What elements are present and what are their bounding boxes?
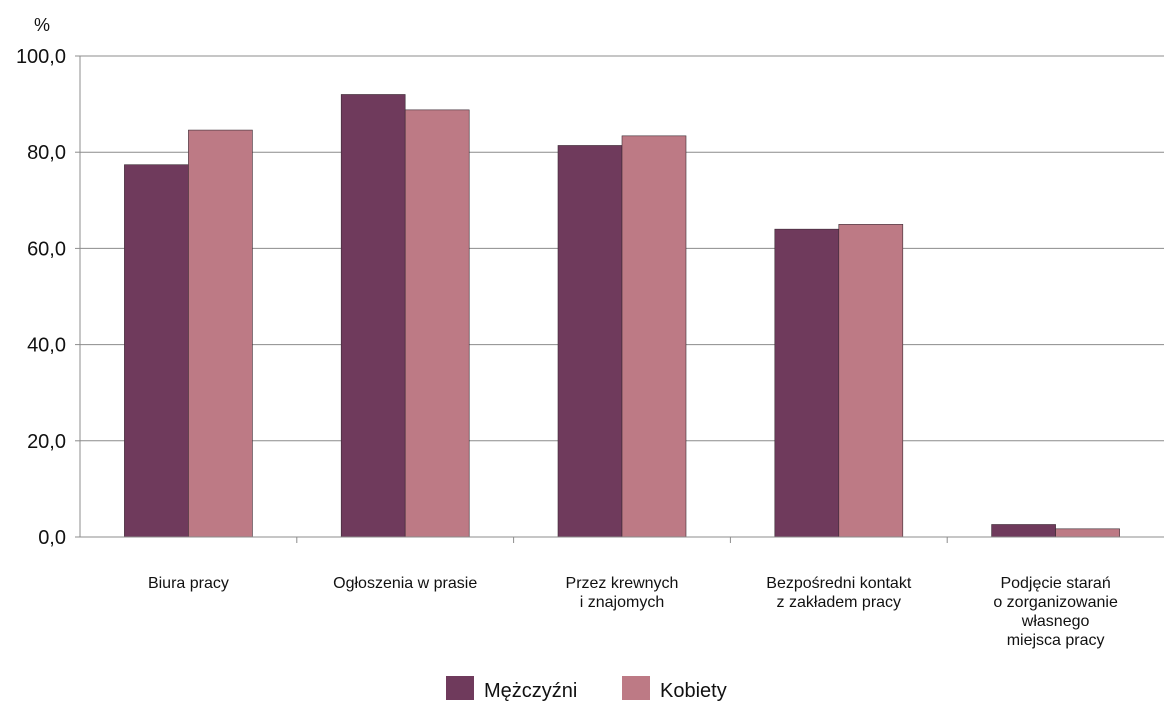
x-category-label: Biura pracy [148, 575, 229, 592]
bar-women [621, 135, 687, 538]
bar-women [838, 224, 904, 538]
y-tick-label: 100,0 [16, 46, 66, 68]
y-tick-label: 20,0 [27, 431, 66, 453]
bar-women [404, 109, 470, 538]
y-axis-ticks: 0,0 20,0 40,0 60,0 80,0 100,0 [16, 46, 66, 549]
legend-swatch [446, 676, 474, 700]
x-category-label: Bezpośredni kontakt z zakładem pracy [766, 575, 912, 611]
legend: Mężczyźni Kobiety [446, 676, 727, 702]
x-category-label: Ogłoszenia w prasie [333, 575, 477, 592]
y-tick-label: 40,0 [27, 335, 66, 357]
legend-men: Mężczyźni [446, 676, 577, 702]
bar-men [124, 164, 189, 538]
bar-men [991, 524, 1056, 538]
legend-label: Kobiety [660, 680, 727, 702]
x-category-label: Podjęcie starań o zorganizowanie własnego m… [993, 575, 1118, 649]
legend-label: Mężczyźni [484, 680, 577, 702]
legend-women: Kobiety [622, 676, 727, 702]
x-axis-categories: Biura pracy Ogłoszenia w prasie Przez krew… [148, 575, 1118, 649]
bar-men [340, 94, 406, 538]
bar-women [1055, 528, 1120, 538]
x-axis [79, 56, 1164, 543]
legend-swatch [622, 676, 650, 700]
x-category-label: Przez krewnych i znajomych [566, 575, 679, 611]
y-tick-label: 60,0 [27, 238, 66, 260]
y-axis-unit-label: % [34, 15, 50, 35]
y-tick-label: 80,0 [27, 142, 66, 164]
y-tick-label: 0,0 [38, 527, 66, 549]
bar-men [774, 228, 840, 538]
bars [124, 94, 1120, 538]
bar-men [557, 145, 623, 538]
bar-women [188, 129, 253, 538]
